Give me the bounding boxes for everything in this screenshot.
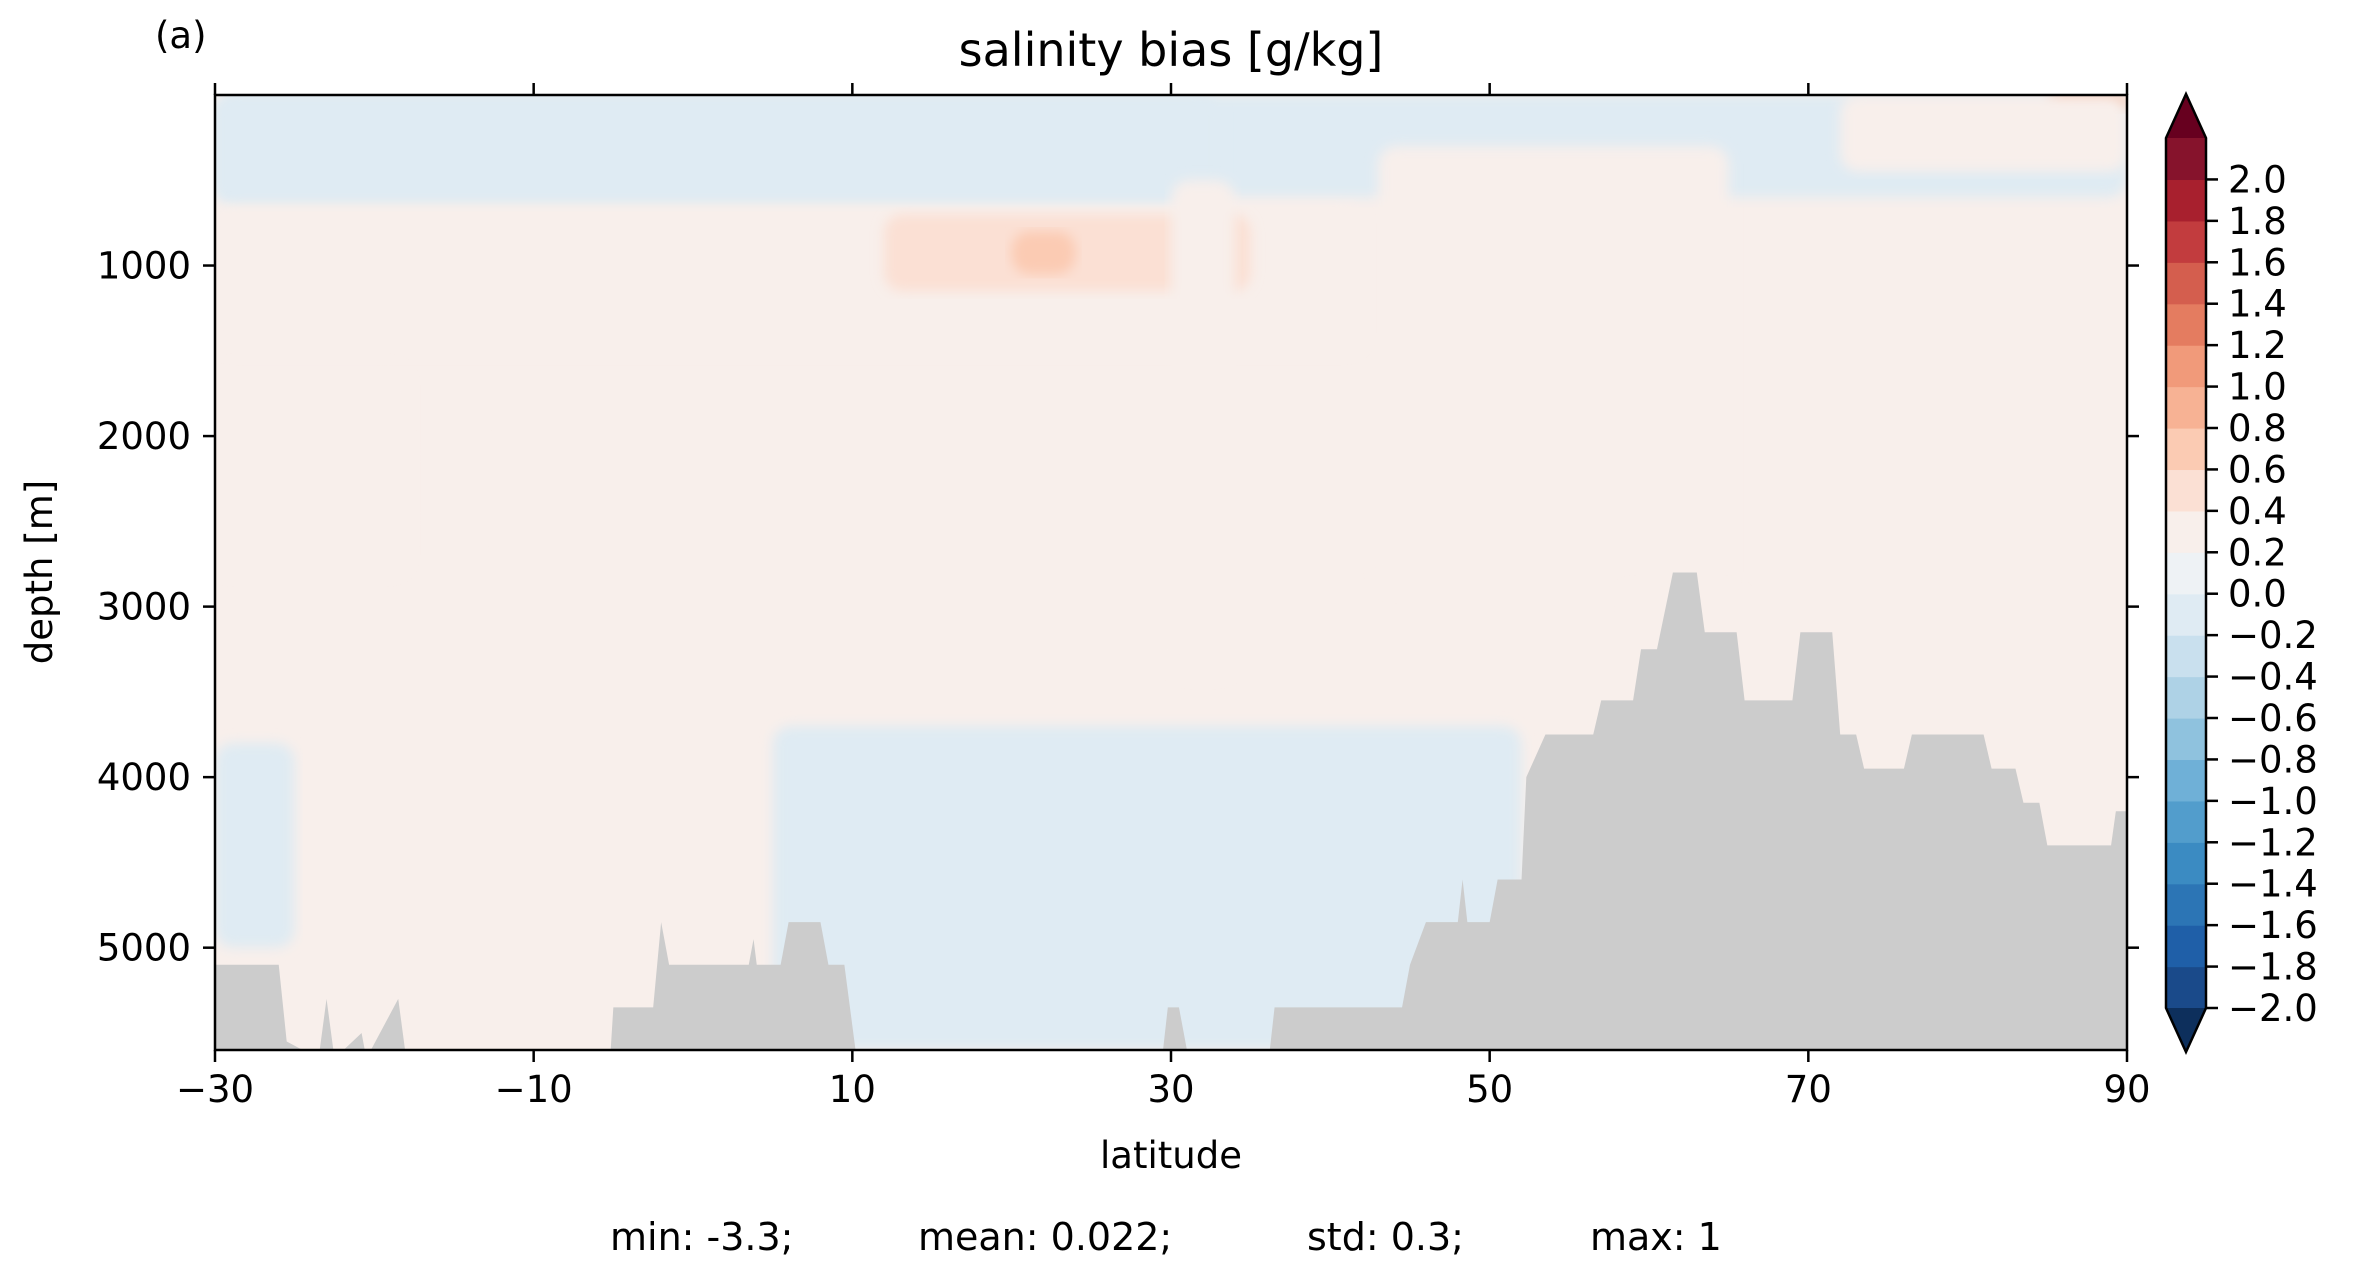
x-tick-label: 30 bbox=[1147, 1068, 1194, 1111]
colorbar-segment bbox=[2166, 510, 2206, 553]
colorbar-tick-label: −2.0 bbox=[2228, 987, 2318, 1030]
colorbar-segment bbox=[2166, 138, 2206, 181]
colorbar-segment bbox=[2166, 552, 2206, 595]
colorbar-segment bbox=[2166, 386, 2206, 429]
y-tick-label: 1000 bbox=[97, 245, 191, 288]
colorbar-tick-label: 1.0 bbox=[2228, 366, 2287, 409]
x-axis-ticks: −30 −10 10 30 50 70 90 bbox=[176, 83, 2151, 1111]
colorbar-tick-label: 1.2 bbox=[2228, 324, 2287, 367]
x-tick-label: −30 bbox=[176, 1068, 254, 1111]
stat-std: std: 0.3; bbox=[1307, 1215, 1464, 1259]
bias-region bbox=[1840, 95, 2127, 172]
y-tick-label: 4000 bbox=[97, 756, 191, 799]
colorbar-tick-label: −0.4 bbox=[2228, 656, 2318, 699]
plot-area: −30 −10 10 30 50 70 90 1000 2000 3000 4000 5000 bbox=[97, 83, 2151, 1111]
colorbar: −2.0−1.8−1.6−1.4−1.2−1.0−0.8−0.6−0.4−0.2… bbox=[2164, 90, 2318, 1056]
colorbar-tick-label: −1.6 bbox=[2228, 904, 2318, 947]
colorbar-segment bbox=[2166, 593, 2206, 636]
bathymetry-mask bbox=[215, 572, 2127, 1050]
colorbar-segment bbox=[2166, 883, 2206, 926]
colorbar-tick-label: −1.2 bbox=[2228, 821, 2318, 864]
colorbar-segment bbox=[2166, 428, 2206, 471]
colorbar-extend-min bbox=[2166, 1008, 2206, 1052]
chart-title: salinity bias [g/kg] bbox=[959, 23, 1384, 77]
colorbar-tick-label: 0.4 bbox=[2228, 490, 2287, 533]
stat-mean: mean: 0.022; bbox=[918, 1215, 1172, 1259]
bathymetry-polygon bbox=[215, 572, 2127, 1050]
bias-region bbox=[772, 725, 1522, 1050]
colorbar-tick-label: −1.0 bbox=[2228, 780, 2318, 823]
panel-label: (a) bbox=[155, 14, 207, 57]
colorbar-tick-label: −1.4 bbox=[2228, 863, 2318, 906]
stat-min: min: -3.3; bbox=[610, 1215, 794, 1259]
colorbar-tick-label: 0.8 bbox=[2228, 407, 2287, 450]
colorbar-segment bbox=[2166, 179, 2206, 222]
bias-regions bbox=[215, 95, 2127, 1050]
colorbar-tick-label: −0.8 bbox=[2228, 738, 2318, 781]
colorbar-tick-label: −0.2 bbox=[2228, 614, 2318, 657]
bias-region bbox=[215, 367, 407, 573]
colorbar-tick-label: 2.0 bbox=[2228, 158, 2287, 201]
x-tick-label: 90 bbox=[2103, 1068, 2150, 1111]
colorbar-segment bbox=[2166, 966, 2206, 1009]
x-axis-label: latitude bbox=[1100, 1134, 1242, 1177]
bias-region bbox=[215, 743, 295, 948]
colorbar-segment bbox=[2166, 220, 2206, 263]
colorbar-outline bbox=[2164, 90, 2208, 1056]
colorbar-tick-label: −0.6 bbox=[2228, 697, 2318, 740]
colorbar-segment bbox=[2166, 303, 2206, 346]
colorbar-tick-label: 1.6 bbox=[2228, 241, 2287, 284]
colorbar-tick-label: −1.8 bbox=[2228, 946, 2318, 989]
colorbar-tick-label: 0.0 bbox=[2228, 573, 2287, 616]
bias-region bbox=[422, 436, 486, 539]
colorbar-segment bbox=[2166, 718, 2206, 761]
colorbar-tick-label: 0.2 bbox=[2228, 531, 2287, 574]
y-tick-label: 2000 bbox=[97, 415, 191, 458]
stats-line: min: -3.3; mean: 0.022; std: 0.3; max: 1 bbox=[610, 1215, 1722, 1259]
colorbar-segment bbox=[2166, 759, 2206, 802]
colorbar-tick-label: 0.6 bbox=[2228, 448, 2287, 491]
y-axis-ticks: 1000 2000 3000 4000 5000 bbox=[97, 245, 2139, 970]
y-axis-label: depth [m] bbox=[18, 480, 61, 664]
colorbar-segment bbox=[2166, 345, 2206, 388]
y-tick-label: 5000 bbox=[97, 927, 191, 970]
colorbar-segment bbox=[2166, 800, 2206, 843]
bias-region bbox=[1011, 231, 1076, 275]
colorbar-segment bbox=[2166, 635, 2206, 678]
x-tick-label: −10 bbox=[495, 1068, 573, 1111]
y-tick-label: 3000 bbox=[97, 586, 191, 629]
bias-region bbox=[1378, 146, 1729, 590]
colorbar-extend-max bbox=[2166, 94, 2206, 138]
colorbar-segment bbox=[2166, 676, 2206, 719]
bias-region bbox=[215, 95, 1219, 206]
bias-region bbox=[1171, 180, 1235, 675]
colorbar-segment bbox=[2166, 925, 2206, 968]
x-tick-label: 10 bbox=[829, 1068, 876, 1111]
colorbar-segment bbox=[2166, 262, 2206, 305]
x-tick-label: 70 bbox=[1785, 1068, 1832, 1111]
x-tick-label: 50 bbox=[1466, 1068, 1513, 1111]
colorbar-segment bbox=[2166, 842, 2206, 885]
colorbar-segment bbox=[2166, 469, 2206, 512]
colorbar-tick-label: 1.8 bbox=[2228, 200, 2287, 243]
colorbar-tick-label: 1.4 bbox=[2228, 283, 2287, 326]
stat-max: max: 1 bbox=[1590, 1215, 1722, 1259]
